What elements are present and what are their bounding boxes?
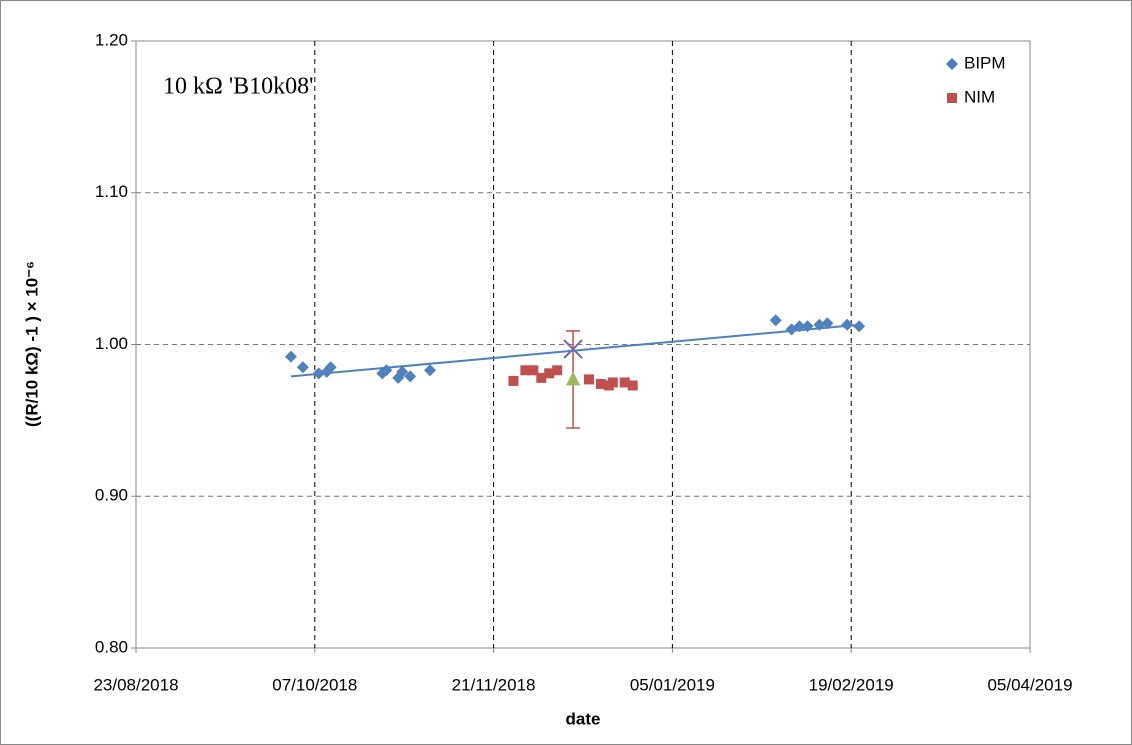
point	[296, 361, 309, 374]
point	[619, 377, 630, 388]
point	[583, 374, 594, 385]
trend-line	[290, 323, 860, 378]
point	[528, 365, 539, 376]
point	[284, 350, 297, 363]
point	[841, 318, 854, 331]
y-axis-label: ((R/10 kΩ) -1 ) × 10⁻⁶	[22, 261, 41, 427]
point	[520, 365, 531, 376]
point	[627, 380, 638, 391]
x-tick-label: 21/11/2018	[452, 675, 536, 694]
legend-marker	[946, 58, 958, 70]
point	[552, 365, 563, 376]
legend-label: NIM	[964, 87, 995, 106]
y-tick-label: 1.00	[95, 334, 128, 353]
legend-marker	[947, 93, 957, 103]
y-tick-label: 0.80	[95, 637, 128, 656]
point	[324, 361, 337, 374]
point	[595, 378, 606, 389]
annotation: 10 kΩ 'B10k08'	[163, 74, 314, 100]
x-tick-label: 07/10/2018	[272, 675, 357, 694]
point	[396, 365, 409, 378]
point	[607, 377, 618, 388]
point	[424, 364, 437, 377]
point	[566, 371, 581, 386]
legend-label: BIPM	[964, 53, 1006, 72]
point	[853, 320, 866, 333]
x-tick-label: 05/01/2019	[630, 675, 715, 694]
x-tick-label: 05/04/2019	[987, 675, 1072, 694]
point	[769, 314, 782, 327]
point	[536, 372, 547, 383]
point	[404, 370, 417, 383]
point	[821, 317, 834, 330]
y-tick-label: 1.20	[95, 30, 128, 49]
y-tick-label: 1.10	[95, 182, 128, 201]
y-tick-label: 0.90	[95, 486, 128, 505]
x-axis-label: date	[566, 709, 601, 728]
x-tick-label: 23/08/2018	[93, 675, 178, 694]
point	[508, 375, 519, 386]
point	[544, 368, 555, 379]
x-tick-label: 19/02/2019	[809, 675, 894, 694]
